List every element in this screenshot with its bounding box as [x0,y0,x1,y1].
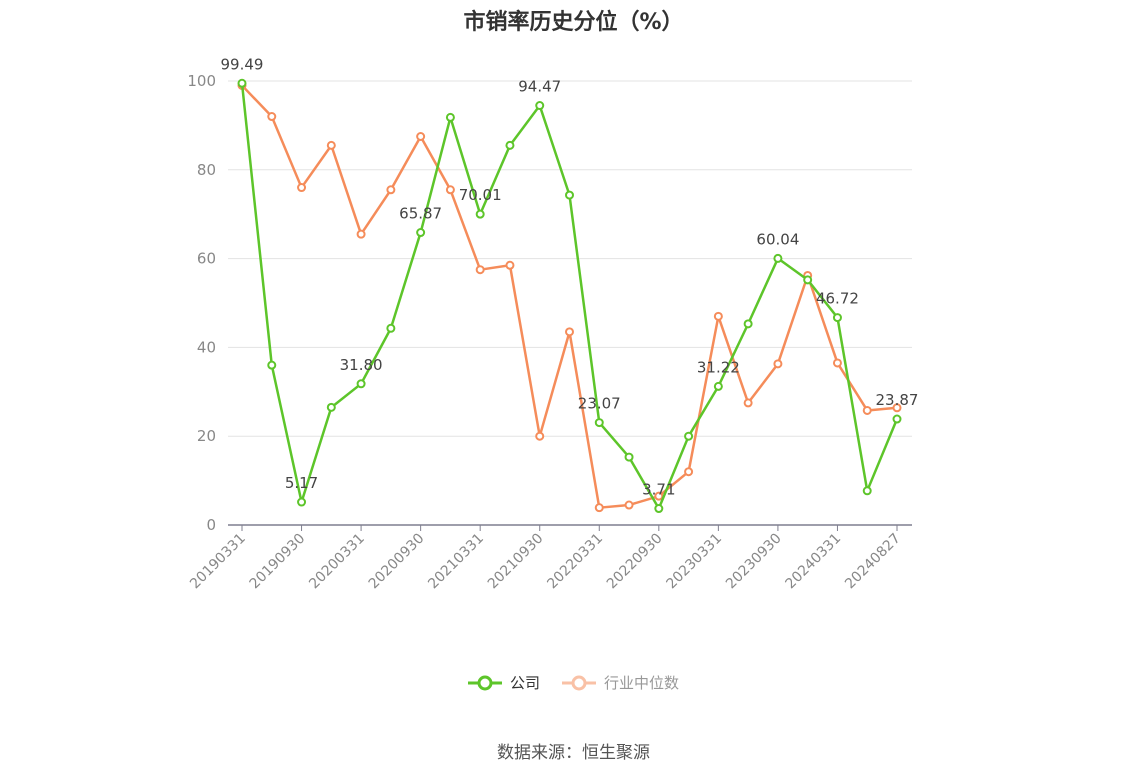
data-point [832,358,842,368]
data-point [445,112,455,122]
data-point [892,414,902,424]
data-point [416,228,426,238]
line-chart: 0 20 40 60 80 100 2019033120190930202003312020… [187,55,919,592]
legend-label-industry: 行业中位数 [604,674,680,692]
y-tick-label: 60 [197,250,216,268]
source-note: 数据来源：恒生聚源 [497,743,650,763]
data-point [505,140,515,150]
data-point [594,418,604,428]
data-label: 31.22 [697,358,740,376]
x-tick-label: 20220930 [604,531,666,593]
data-point [297,183,307,193]
data-point [237,78,247,88]
legend-item-industry[interactable]: 行业中位数 [562,672,679,693]
data-label: 99.49 [221,55,264,73]
data-point [535,431,545,441]
data-point [773,359,783,369]
legend-label-company: 公司 [509,674,540,692]
data-point [594,503,604,513]
y-tick-label: 20 [197,427,216,445]
data-point [832,313,842,323]
data-point [416,132,426,141]
data-point [713,381,723,391]
data-point [773,253,783,263]
data-point [267,112,277,122]
data-point [743,319,753,329]
x-tick-label: 20210331 [425,531,487,593]
x-tick-label: 20240827 [842,531,904,593]
data-point [713,311,723,321]
data-point [326,140,336,150]
data-point [684,467,694,477]
axes: 0 20 40 60 80 100 2019033120190930202003312020… [187,72,912,592]
data-labels: 99.49 5.17 31.80 65.87 70.01 94.47 23.07 3.71 31… [221,55,919,498]
data-point [535,101,545,111]
data-label: 23.87 [876,391,919,409]
x-tick-label: 20190331 [187,531,249,593]
data-point [356,379,366,389]
data-label: 46.72 [816,290,859,308]
x-tick-label: 20200331 [306,531,368,593]
data-point [892,403,902,413]
x-tick-label: 20210930 [485,531,547,593]
data-point [565,327,574,337]
y-tick-label: 0 [206,516,216,534]
data-point [475,209,485,219]
y-tick-label: 80 [197,161,216,179]
data-label: 3.71 [642,481,675,499]
y-tick-label: 40 [197,338,216,356]
data-point [624,500,634,510]
data-point [862,405,872,415]
data-label: 60.04 [756,230,799,248]
series-line-company [240,83,899,510]
chart-title: 市销率历史分位（%） [463,10,684,35]
data-point [862,486,872,496]
data-label: 5.17 [285,474,318,492]
data-label: 70.01 [459,186,502,204]
data-point [505,260,515,270]
data-label: 65.87 [399,205,442,223]
data-point [565,190,574,200]
data-point [803,275,813,285]
legend-industry-marker-icon [562,675,596,690]
data-point [654,491,664,501]
data-label: 94.47 [518,78,561,96]
data-point [386,185,396,195]
x-tick-label: 20230331 [663,531,725,593]
data-point [475,265,485,275]
data-point [297,497,307,507]
data-point [743,398,753,408]
grid-lines [228,80,912,437]
series-lines [237,78,902,514]
data-point [445,185,455,195]
x-tick-label: 20230930 [723,531,785,593]
x-tick-label: 20240331 [783,531,845,593]
x-tick-label: 20190930 [247,531,309,593]
data-point [624,452,634,462]
series-line-industry [241,84,898,509]
legend-company-marker-icon [467,675,502,690]
data-point [684,431,694,441]
data-point [356,229,366,239]
data-point [654,504,664,514]
x-tick-label: 20200930 [366,531,428,593]
data-point [326,402,336,412]
data-point [267,360,277,370]
x-tick-label: 20220331 [544,531,606,593]
legend: 公司 行业中位数 [0,672,1147,693]
data-label: 31.80 [340,356,383,374]
data-label: 23.07 [578,395,621,413]
y-tick-label: 100 [187,72,216,90]
legend-item-company[interactable]: 公司 [467,672,540,693]
data-point [386,323,396,333]
